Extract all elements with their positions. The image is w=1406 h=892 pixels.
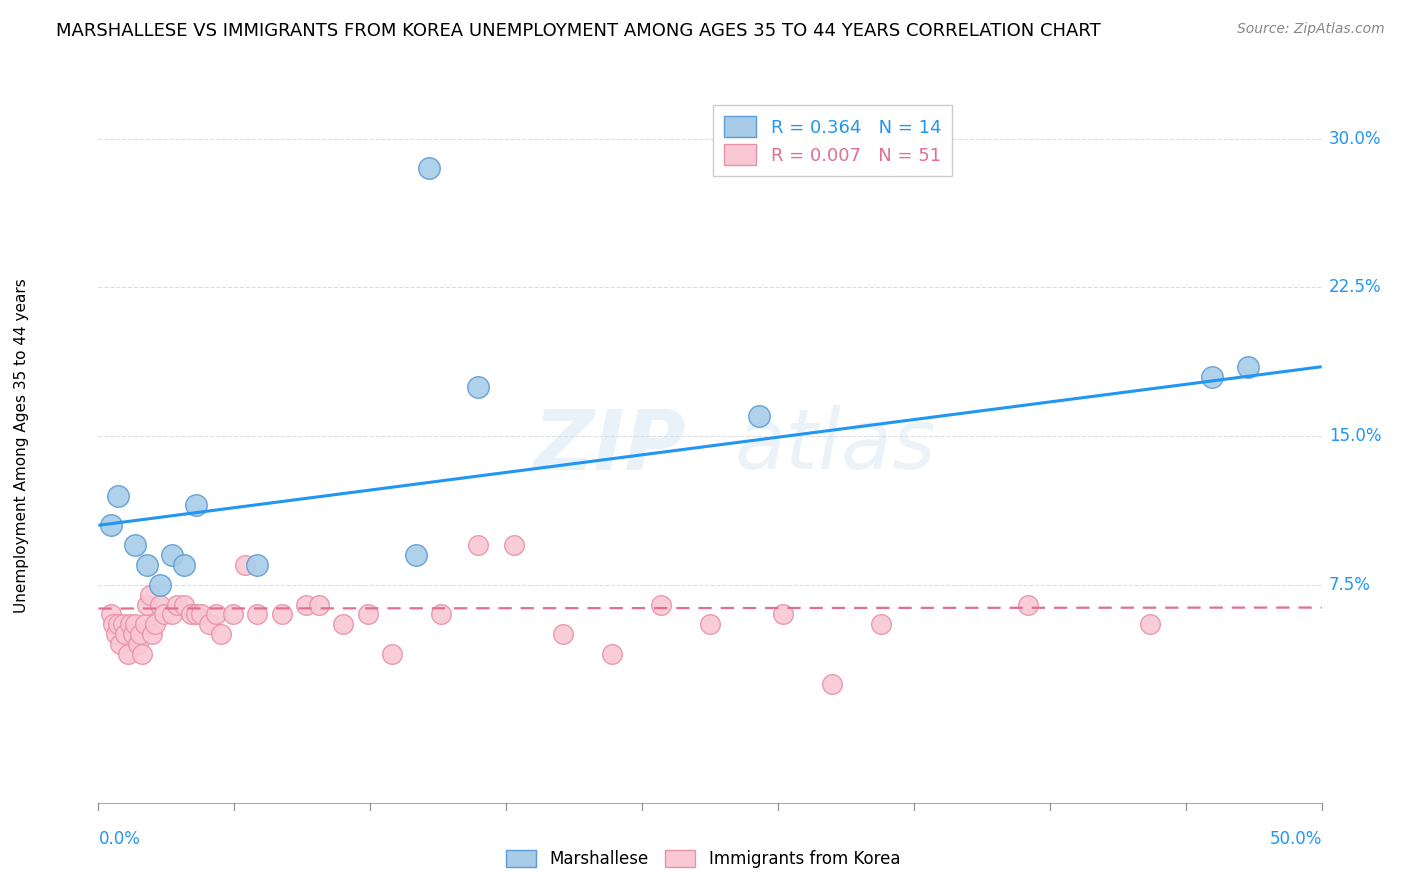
- Point: [600, 647, 623, 661]
- Point: [149, 578, 172, 592]
- Point: [553, 627, 575, 641]
- Point: [107, 617, 129, 632]
- Text: ZIP: ZIP: [533, 406, 686, 486]
- Text: 30.0%: 30.0%: [1329, 129, 1381, 148]
- Point: [650, 598, 672, 612]
- Point: [141, 627, 163, 641]
- Point: [173, 558, 195, 572]
- Point: [246, 607, 269, 622]
- Point: [127, 637, 149, 651]
- Text: 22.5%: 22.5%: [1329, 278, 1381, 296]
- Legend: R = 0.364   N = 14, R = 0.007   N = 51: R = 0.364 N = 14, R = 0.007 N = 51: [713, 105, 952, 176]
- Legend: Marshallese, Immigrants from Korea: Marshallese, Immigrants from Korea: [499, 843, 907, 875]
- Point: [160, 548, 183, 562]
- Point: [121, 627, 143, 641]
- Point: [100, 518, 122, 533]
- Point: [173, 598, 195, 612]
- Point: [101, 617, 124, 632]
- Point: [1139, 617, 1161, 632]
- Point: [1237, 359, 1260, 374]
- Point: [110, 637, 132, 651]
- Point: [131, 647, 153, 661]
- Point: [246, 558, 269, 572]
- Point: [430, 607, 453, 622]
- Point: [149, 598, 172, 612]
- Point: [143, 617, 166, 632]
- Point: [129, 627, 152, 641]
- Point: [205, 607, 228, 622]
- Point: [117, 647, 139, 661]
- Point: [186, 607, 208, 622]
- Point: [748, 409, 770, 424]
- Point: [124, 538, 146, 552]
- Point: [295, 598, 318, 612]
- Point: [120, 617, 142, 632]
- Point: [136, 558, 159, 572]
- Point: [332, 617, 354, 632]
- Point: [381, 647, 404, 661]
- Point: [166, 598, 188, 612]
- Point: [1017, 598, 1039, 612]
- Point: [197, 617, 219, 632]
- Point: [467, 379, 489, 393]
- Point: [821, 677, 844, 691]
- Point: [270, 607, 294, 622]
- Point: [356, 607, 378, 622]
- Point: [134, 617, 156, 632]
- Point: [124, 617, 146, 632]
- Text: Unemployment Among Ages 35 to 44 years: Unemployment Among Ages 35 to 44 years: [14, 278, 28, 614]
- Point: [1201, 369, 1223, 384]
- Point: [114, 627, 136, 641]
- Text: Source: ZipAtlas.com: Source: ZipAtlas.com: [1237, 22, 1385, 37]
- Point: [136, 598, 159, 612]
- Point: [100, 607, 122, 622]
- Point: [180, 607, 202, 622]
- Point: [107, 489, 129, 503]
- Point: [209, 627, 232, 641]
- Point: [190, 607, 212, 622]
- Text: 50.0%: 50.0%: [1270, 830, 1322, 847]
- Point: [308, 598, 330, 612]
- Point: [186, 499, 208, 513]
- Point: [153, 607, 176, 622]
- Point: [503, 538, 526, 552]
- Point: [111, 617, 134, 632]
- Text: MARSHALLESE VS IMMIGRANTS FROM KOREA UNEMPLOYMENT AMONG AGES 35 TO 44 YEARS CORR: MARSHALLESE VS IMMIGRANTS FROM KOREA UNE…: [56, 22, 1101, 40]
- Point: [405, 548, 427, 562]
- Point: [222, 607, 245, 622]
- Text: atlas: atlas: [734, 406, 936, 486]
- Point: [104, 627, 127, 641]
- Text: 15.0%: 15.0%: [1329, 427, 1381, 445]
- Point: [418, 161, 440, 176]
- Text: 0.0%: 0.0%: [98, 830, 141, 847]
- Point: [870, 617, 893, 632]
- Point: [233, 558, 256, 572]
- Point: [139, 588, 162, 602]
- Text: 7.5%: 7.5%: [1329, 575, 1371, 594]
- Point: [467, 538, 489, 552]
- Point: [160, 607, 183, 622]
- Point: [772, 607, 794, 622]
- Point: [699, 617, 721, 632]
